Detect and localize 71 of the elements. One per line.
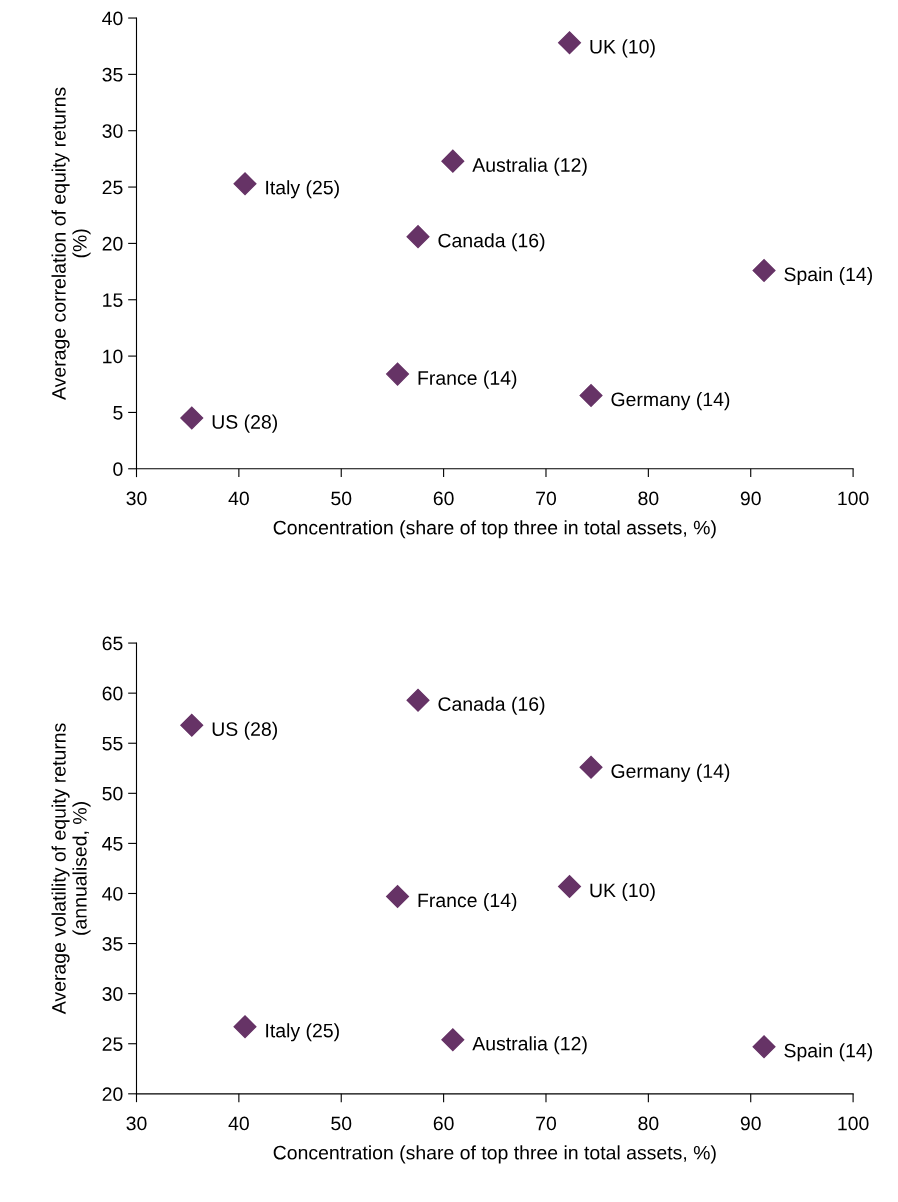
point [406,688,430,712]
x-tick-label: 90 [740,1116,761,1131]
annotation: Germany (14) [611,763,730,782]
x-tick-label: 70 [536,1116,557,1131]
x-tick-label: 60 [433,1116,454,1131]
annotation: Australia (12) [472,1036,587,1055]
x-axis-title: Concentration (share of top three in total assets, %) [273,520,716,539]
point [386,884,410,908]
point [558,31,582,55]
y-tick-label: 35 [102,67,123,82]
y-tick-label: 40 [102,886,123,901]
point [441,1028,465,1052]
y-tick-label: 20 [102,1087,123,1102]
annotation: Canada (16) [438,233,545,252]
y-axis-title: Average correlation of equity returns (%) [51,87,91,400]
annotation: Italy (25) [266,1023,339,1042]
annotation: US (28) [212,414,278,433]
y-tick-label: 5 [113,406,123,420]
x-tick-label: 60 [433,491,454,506]
annotation: Italy (25) [266,180,339,199]
annotation: Australia (12) [472,157,587,176]
annotation: Canada (16) [438,696,545,715]
annotation: Spain (14) [784,1043,872,1062]
y-tick-label: 25 [102,1037,123,1051]
annotation: France (14) [418,370,517,389]
x-tick-label: 40 [228,1116,249,1131]
x-tick-label: 100 [838,1116,869,1131]
x-tick-label: 40 [228,491,249,506]
point [579,755,603,779]
x-axis-title: Concentration (share of top three in total assets, %) [273,1145,716,1164]
y-tick-label: 60 [102,686,123,701]
point [180,406,204,430]
annotation: US (28) [212,721,278,740]
x-tick-label: 30 [126,491,147,506]
annotation: Germany (14) [611,392,730,411]
x-tick-label: 70 [536,491,557,506]
x-tick-label: 100 [838,491,869,506]
x-tick-label: 50 [331,491,352,506]
y-tick-label: 65 [102,636,123,651]
annotation: Spain (14) [784,266,872,286]
y-tick-label: 30 [102,987,123,1001]
y-tick-label: 25 [102,180,123,195]
x-tick-label: 30 [126,1116,147,1131]
point [233,172,257,196]
y-tick-label: 55 [102,736,123,751]
annotation: France (14) [418,892,517,912]
annotation: UK (10) [590,39,655,58]
y-tick-label: 35 [102,937,123,951]
x-tick-label: 80 [638,491,659,506]
point [386,362,410,386]
x-tick-label: 90 [740,491,761,506]
point [579,384,603,408]
y-tick-label: 0 [113,462,123,477]
point [441,149,465,173]
y-tick-label: 15 [103,293,123,307]
annotation: UK (10) [590,882,655,902]
y-tick-label: 10 [103,349,123,364]
point [558,874,582,898]
x-tick-label: 80 [638,1116,659,1131]
point [180,713,204,737]
y-tick-label: 20 [102,236,123,251]
y-tick-label: 50 [102,786,123,801]
y-tick-label: 30 [102,124,123,138]
x-tick-label: 50 [331,1116,352,1131]
y-axis-title: Average volatility of equity returns (annualised, %) [51,723,91,1015]
point [406,225,430,249]
y-tick-label: 45 [102,837,123,851]
y-tick-label: 40 [102,11,123,26]
point [752,258,776,282]
point [752,1035,776,1059]
point [233,1015,257,1039]
